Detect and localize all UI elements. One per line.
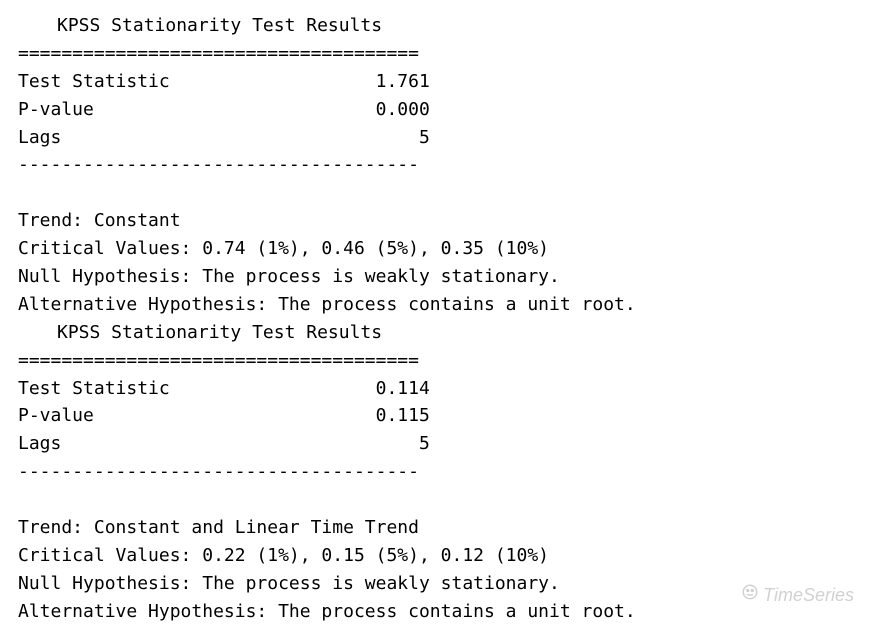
kpss-row-pvalue-value-1: 0.115 xyxy=(94,402,430,430)
kpss-sep-eq-1: ===================================== xyxy=(18,347,856,375)
kpss-row-stat-label-0: Test Statistic xyxy=(18,68,170,96)
kpss-row-pvalue-value-0: 0.000 xyxy=(94,96,430,124)
kpss-critvals-1: Critical Values: 0.22 (1%), 0.15 (5%), 0… xyxy=(18,542,856,570)
kpss-row-stat-value-1: 0.114 xyxy=(170,375,430,403)
kpss-row-pvalue-1: P-value 0.115 xyxy=(18,402,430,430)
kpss-null-0: Null Hypothesis: The process is weakly s… xyxy=(18,263,856,291)
kpss-row-lags-1: Lags 5 xyxy=(18,430,430,458)
kpss-sep-dash-0: ------------------------------------- xyxy=(18,151,856,179)
kpss-row-pvalue-label-0: P-value xyxy=(18,96,94,124)
kpss-row-pvalue-0: P-value 0.000 xyxy=(18,96,430,124)
kpss-title-1: KPSS Stationarity Test Results xyxy=(18,319,856,347)
kpss-row-stat-0: Test Statistic 1.761 xyxy=(18,68,430,96)
kpss-alt-1: Alternative Hypothesis: The process cont… xyxy=(18,598,856,626)
kpss-row-stat-1: Test Statistic 0.114 xyxy=(18,375,430,403)
kpss-row-lags-label-1: Lags xyxy=(18,430,61,458)
kpss-trend-0: Trend: Constant xyxy=(18,207,856,235)
kpss-row-lags-label-0: Lags xyxy=(18,124,61,152)
kpss-row-lags-value-1: 5 xyxy=(61,430,429,458)
kpss-title-0: KPSS Stationarity Test Results xyxy=(18,12,856,40)
kpss-row-lags-0: Lags 5 xyxy=(18,124,430,152)
kpss-sep-dash-1: ------------------------------------- xyxy=(18,458,856,486)
kpss-alt-0: Alternative Hypothesis: The process cont… xyxy=(18,291,856,319)
kpss-trend-1: Trend: Constant and Linear Time Trend xyxy=(18,514,856,542)
kpss-blank-0 xyxy=(18,179,856,207)
kpss-critvals-0: Critical Values: 0.74 (1%), 0.46 (5%), 0… xyxy=(18,235,856,263)
kpss-row-lags-value-0: 5 xyxy=(61,124,429,152)
kpss-row-stat-label-1: Test Statistic xyxy=(18,375,170,403)
kpss-row-pvalue-label-1: P-value xyxy=(18,402,94,430)
kpss-null-1: Null Hypothesis: The process is weakly s… xyxy=(18,570,856,598)
kpss-row-stat-value-0: 1.761 xyxy=(170,68,430,96)
kpss-blank-1 xyxy=(18,486,856,514)
kpss-sep-eq-0: ===================================== xyxy=(18,40,856,68)
